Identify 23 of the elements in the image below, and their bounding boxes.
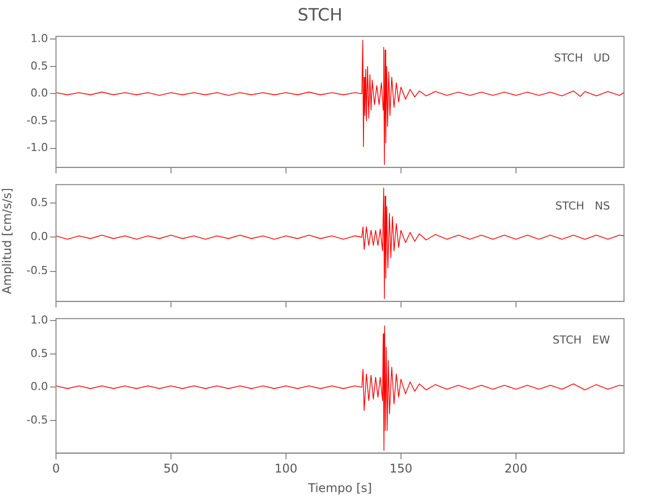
y-tick-label: 0.5 xyxy=(30,346,48,360)
y-tick-label: 1.0 xyxy=(30,313,48,326)
x-axis-title: Tiempo [s] xyxy=(307,480,372,495)
y-tick-label: -1.0 xyxy=(26,141,48,154)
y-axis-title: Amplitud [cm/s/s] xyxy=(0,186,14,296)
y-tick-label: 1.0 xyxy=(30,32,48,45)
annotation: STCH UD xyxy=(554,51,610,64)
y-tick-label: 0.0 xyxy=(30,230,48,244)
y-tick-label: 0.5 xyxy=(30,196,48,209)
annotation: STCH EW xyxy=(552,333,610,346)
x-tick-label: 100 xyxy=(274,462,298,476)
chart-title: STCH xyxy=(298,6,342,26)
y-tick-label: 0.5 xyxy=(30,59,48,72)
y-tick-label: -0.5 xyxy=(26,413,48,426)
annotation: STCH NS xyxy=(555,199,610,212)
y-tick-label: 0.0 xyxy=(30,380,48,394)
y-tick-label: 0.0 xyxy=(30,86,48,100)
y-tick-label: -0.5 xyxy=(26,264,48,278)
x-tick-label: 50 xyxy=(163,462,179,476)
x-tick-label: 150 xyxy=(389,462,412,476)
x-tick-label: 200 xyxy=(504,462,528,476)
x-tick-label: 0 xyxy=(52,462,60,476)
y-tick-label: -0.5 xyxy=(26,114,48,127)
